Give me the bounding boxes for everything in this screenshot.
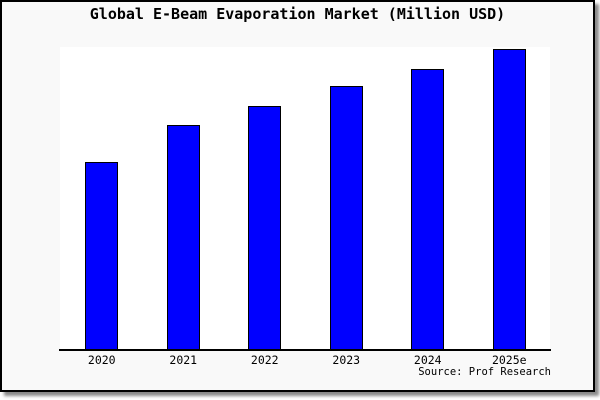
- x-tick-label-2024: 2024: [413, 353, 442, 367]
- x-axis-line: [59, 349, 551, 351]
- bar-2022: [248, 106, 282, 351]
- bar-2025e: [492, 49, 526, 351]
- source-note: Source: Prof Research: [418, 366, 551, 378]
- x-tick-label-2022: 2022: [250, 353, 279, 367]
- bar-2020: [85, 161, 119, 351]
- bar-2024: [411, 68, 445, 351]
- bar-2021: [166, 125, 200, 351]
- x-tick-label-2023: 2023: [332, 353, 361, 367]
- bar-2023: [329, 86, 363, 351]
- x-tick-label-2021: 2021: [169, 353, 198, 367]
- x-tick-label-2025e: 2025e: [491, 353, 527, 367]
- plot-area: [60, 47, 550, 351]
- chart-title: Global E-Beam Evaporation Market (Millio…: [89, 5, 506, 23]
- x-tick-label-2020: 2020: [87, 353, 116, 367]
